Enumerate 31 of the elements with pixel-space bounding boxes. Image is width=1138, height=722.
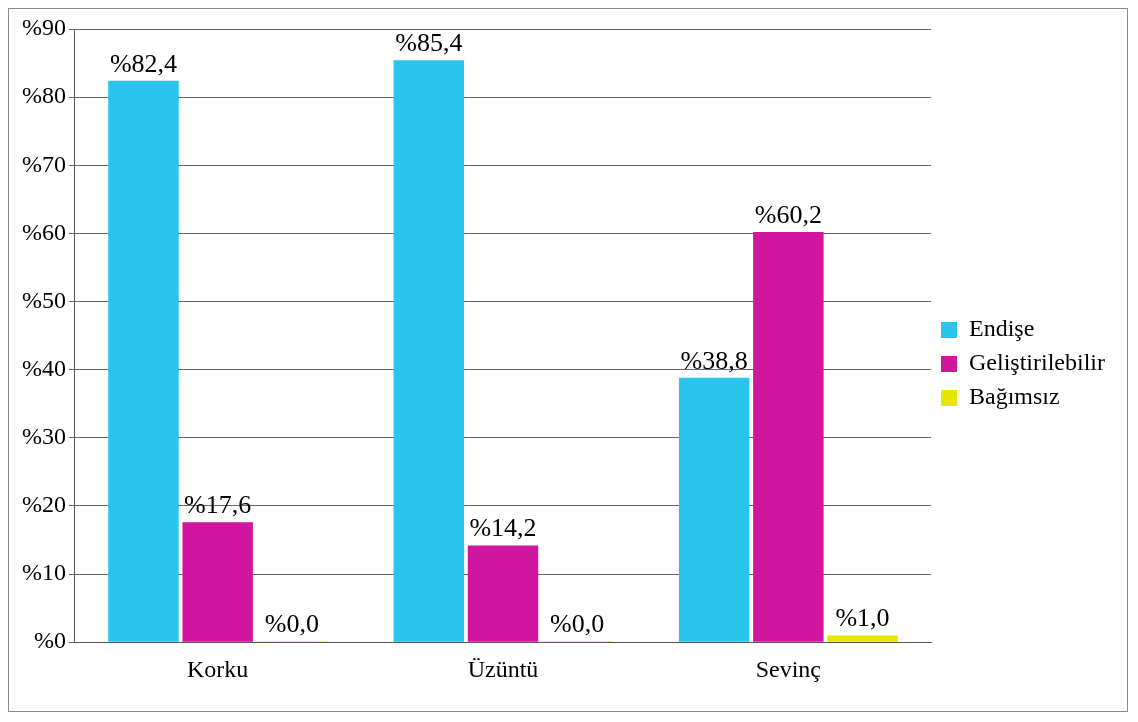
data-label: %0,0 [550,609,605,639]
data-label: %85,4 [395,28,463,58]
legend-label: Bağımsız [969,383,1060,410]
x-tick-label: Üzüntü [467,655,539,682]
bar [678,377,750,642]
bar [753,232,824,642]
y-tick-label: %30 [21,423,66,450]
bar [827,635,898,642]
y-tick-label: %90 [21,14,66,41]
data-label: %38,8 [680,345,748,375]
y-tick-label: %60 [21,218,66,245]
bar [182,522,253,642]
y-tick-label: %50 [21,286,66,313]
x-tick-label: Sevinç [755,655,822,682]
bar [467,545,539,642]
y-tick-label: %70 [21,150,66,177]
data-label: %14,2 [469,513,537,543]
legend-label: Endişe [969,315,1035,342]
bar [108,80,179,642]
data-label: %60,2 [754,199,822,229]
data-label: %1,0 [835,603,890,633]
bar [393,60,465,642]
data-label: %82,4 [109,48,178,78]
y-tick-label: %40 [21,354,66,381]
y-tick-label: %80 [21,82,66,109]
data-label: %0,0 [264,609,319,639]
y-tick-label: %10 [21,559,66,586]
legend-label: Geliştirilebilir [969,349,1106,376]
x-tick-label: Korku [187,655,249,682]
y-tick-label: %20 [21,491,66,518]
y-tick-label: %0 [33,627,66,654]
